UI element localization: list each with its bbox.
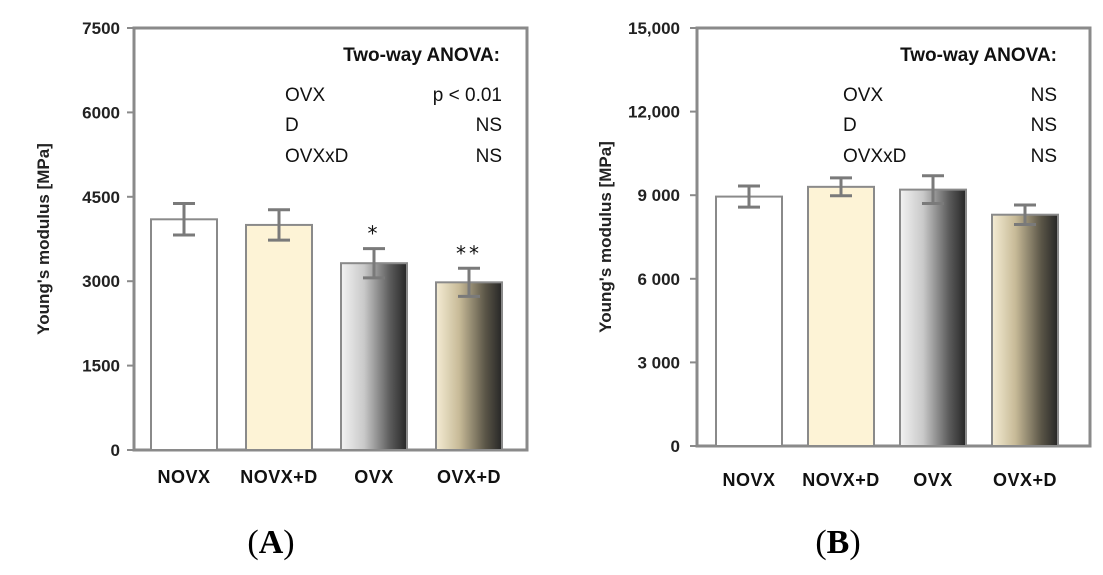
y-axis-label-a: Young's modulus [MPa] bbox=[34, 143, 53, 335]
anova-factor-a-1: D bbox=[285, 115, 299, 136]
y-tick-label-b-5: 15,000 bbox=[628, 19, 680, 38]
x-tick-label-b-0: NOVX bbox=[722, 470, 775, 490]
bars-b bbox=[715, 174, 1059, 447]
bar-a-3 bbox=[435, 281, 503, 452]
anova-result-b-2: NS bbox=[1031, 146, 1057, 167]
anova-result-a-0: p < 0.01 bbox=[433, 85, 502, 106]
bar-b-2 bbox=[899, 188, 967, 447]
plot-frame-a bbox=[132, 26, 529, 452]
x-tick-label-a-1: NOVX+D bbox=[240, 467, 318, 487]
x-tick-label-a-0: NOVX bbox=[157, 467, 210, 487]
bars-a: *** bbox=[150, 202, 503, 452]
significance-a-2: * bbox=[368, 222, 381, 246]
anova-result-b-0: NS bbox=[1031, 85, 1057, 106]
y-tick-label-b-0: 0 bbox=[671, 437, 680, 456]
x-labels-a: NOVX NOVX+D OVX OVX+D bbox=[157, 467, 501, 487]
chart-panel-b: 0 3 000 6 000 9 000 12,000 15,000 NOVX NOVX+D O… bbox=[596, 19, 1092, 561]
x-tick-label-b-2: OVX bbox=[913, 470, 953, 490]
y-tick-label-a-2: 3000 bbox=[82, 272, 120, 291]
bar-a-0 bbox=[150, 218, 218, 451]
anova-result-b-1: NS bbox=[1031, 115, 1057, 136]
x-tick-label-b-1: NOVX+D bbox=[802, 470, 880, 490]
bar-a-2 bbox=[340, 262, 408, 451]
bar-b-0 bbox=[715, 195, 783, 447]
anova-box-b: Two-way ANOVA: OVX NS D NS OVXxD NS bbox=[843, 45, 1057, 167]
y-axis-label-b: Young's modulus [MPa] bbox=[596, 141, 615, 333]
anova-result-a-1: NS bbox=[476, 115, 502, 136]
y-tick-label-b-2: 6 000 bbox=[637, 270, 680, 289]
x-tick-label-b-3: OVX+D bbox=[993, 470, 1057, 490]
bar-b-3 bbox=[991, 213, 1059, 447]
anova-factor-b-1: D bbox=[843, 115, 857, 136]
y-tick-label-a-5: 7500 bbox=[82, 19, 120, 38]
anova-factor-a-0: OVX bbox=[285, 85, 325, 106]
y-tick-label-b-3: 9 000 bbox=[637, 186, 680, 205]
x-tick-label-a-3: OVX+D bbox=[437, 467, 501, 487]
anova-box-a: Two-way ANOVA: OVX p < 0.01 D NS OVXxD N… bbox=[285, 45, 502, 167]
bar-a-1 bbox=[245, 223, 313, 451]
anova-title-b: Two-way ANOVA: bbox=[900, 45, 1057, 66]
plot-frame-b bbox=[695, 26, 1092, 448]
anova-title-a: Two-way ANOVA: bbox=[343, 45, 500, 66]
panel-letter-b: B bbox=[827, 524, 850, 561]
x-tick-label-a-2: OVX bbox=[354, 467, 394, 487]
anova-factor-b-0: OVX bbox=[843, 85, 883, 106]
panel-label-b: (B) bbox=[815, 524, 860, 561]
y-ticks-a: 0 1500 3000 4500 6000 7500 bbox=[82, 19, 134, 460]
panel-label-a: (A) bbox=[247, 524, 294, 561]
y-tick-label-a-3: 4500 bbox=[82, 188, 120, 207]
significance-a-3: ** bbox=[456, 241, 482, 265]
y-tick-label-a-4: 6000 bbox=[82, 103, 120, 122]
anova-factor-b-2: OVXxD bbox=[843, 146, 906, 167]
anova-factor-a-2: OVXxD bbox=[285, 146, 348, 167]
y-ticks-b: 0 3 000 6 000 9 000 12,000 15,000 bbox=[628, 19, 697, 456]
y-tick-label-a-1: 1500 bbox=[82, 357, 120, 376]
y-tick-label-b-4: 12,000 bbox=[628, 103, 680, 122]
y-tick-label-b-1: 3 000 bbox=[637, 353, 680, 372]
x-labels-b: NOVX NOVX+D OVX OVX+D bbox=[722, 470, 1057, 490]
y-tick-label-a-0: 0 bbox=[111, 441, 120, 460]
bar-b-1 bbox=[807, 185, 875, 447]
anova-result-a-2: NS bbox=[476, 146, 502, 167]
panel-letter-a: A bbox=[259, 524, 284, 561]
